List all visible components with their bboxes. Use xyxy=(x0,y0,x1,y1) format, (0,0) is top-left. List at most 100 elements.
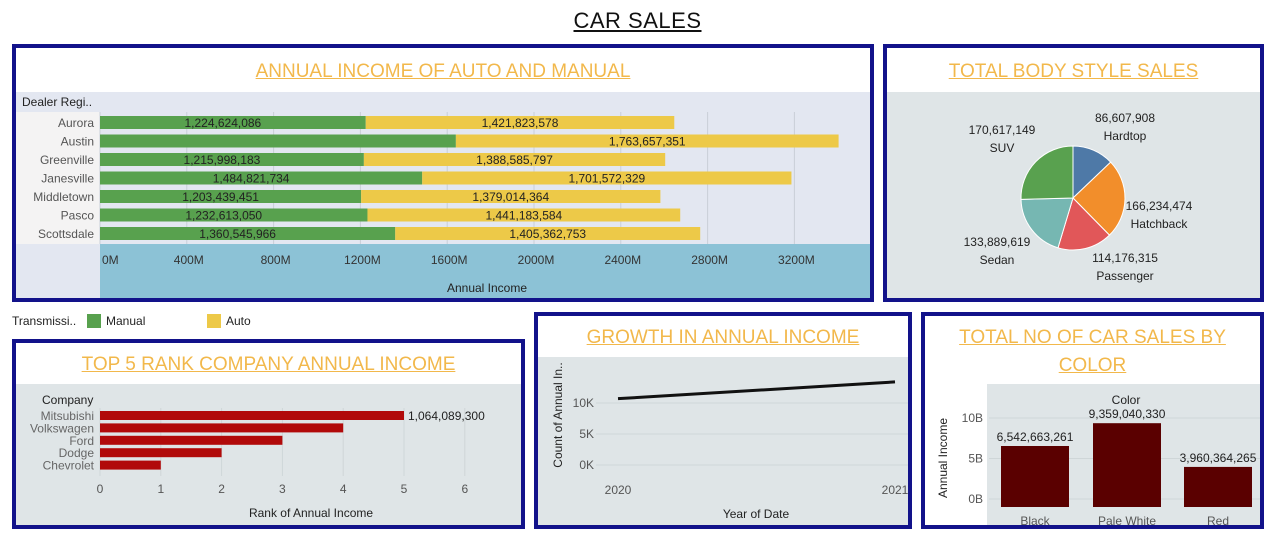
color-category-label: Pale White xyxy=(1098,514,1156,525)
income-category-label: Aurora xyxy=(58,116,94,130)
income-x-title: Annual Income xyxy=(447,281,527,295)
legend-item-auto: Auto xyxy=(226,314,251,328)
pie-name-label: Sedan xyxy=(980,253,1015,267)
income-data-label: 1,441,183,584 xyxy=(485,209,562,223)
growth-plot-bg xyxy=(538,357,908,525)
growth-line xyxy=(617,380,896,401)
color-panel-title-line2: COLOR xyxy=(1058,355,1127,376)
pie-name-label: Hardtop xyxy=(1104,129,1147,143)
income-row-header-bg xyxy=(16,112,100,244)
income-tick-label: 400M xyxy=(174,253,204,267)
color-panel-title-line1: TOTAL NO OF CAR SALES BY xyxy=(959,327,1226,348)
pie-name-label: Hatchback xyxy=(1131,217,1189,231)
legend-swatch-manual xyxy=(87,314,101,328)
legend-swatch-auto xyxy=(207,314,221,328)
color-top-header: Color xyxy=(1112,393,1141,407)
color-tick-label: 0B xyxy=(968,492,983,506)
income-data-label: 1,484,821,734 xyxy=(213,172,290,186)
income-bar-manual xyxy=(100,116,366,129)
top5-bar xyxy=(100,423,344,433)
top5-annotation: 1,064,089,300 xyxy=(408,409,485,423)
pie-slice-suv xyxy=(1020,145,1074,200)
income-tick-label: 0M xyxy=(102,253,119,267)
income-category-label: Middletown xyxy=(33,190,94,204)
income-category-label: Pasco xyxy=(61,209,95,223)
growth-tick-label: 5K xyxy=(579,427,594,441)
growth-x-label: 2021 xyxy=(882,483,908,497)
growth-tick-label: 0K xyxy=(579,458,594,472)
top5-category-label: Dodge xyxy=(59,446,95,460)
pie-value-label: 166,234,474 xyxy=(1126,199,1193,213)
body-style-panel-title: TOTAL BODY STYLE SALES xyxy=(948,61,1199,82)
pie-value-label: 170,617,149 xyxy=(969,123,1036,137)
top5-tick-label: 2 xyxy=(218,482,225,496)
dashboard-title: CAR SALES xyxy=(573,8,702,33)
income-bar-manual xyxy=(100,208,368,222)
color-axis-bg xyxy=(925,384,987,525)
top5-category-label: Volkswagen xyxy=(30,421,94,435)
color-data-label: 6,542,663,261 xyxy=(997,430,1074,444)
color-category-label: Black xyxy=(1020,514,1050,525)
income-bar-manual xyxy=(100,227,396,240)
income-bar-auto xyxy=(422,171,792,185)
income-bar-auto xyxy=(455,134,839,148)
income-data-label: 1,379,014,364 xyxy=(472,190,549,204)
income-bar-auto xyxy=(365,116,675,129)
income-bar-manual xyxy=(100,171,423,185)
pie-name-label: SUV xyxy=(990,141,1015,155)
growth-panel-title: GROWTH IN ANNUAL INCOME xyxy=(586,327,860,348)
top5-chart: Company01234567MitsubishiVolkswagenFordD… xyxy=(16,384,521,525)
income-data-label: 1,360,545,966 xyxy=(199,227,276,241)
income-axis-bg xyxy=(100,244,870,298)
income-bar-manual xyxy=(100,134,456,148)
color-bar xyxy=(1093,423,1161,507)
income-data-label: 1,763,657,351 xyxy=(609,135,686,149)
income-row-header: Dealer Regi.. xyxy=(22,95,92,109)
top5-row-header: Company xyxy=(42,393,93,407)
color-tick-label: 5B xyxy=(968,452,983,466)
top5-tick-label: 5 xyxy=(401,482,408,496)
color-y-title: Annual Income xyxy=(936,418,950,498)
top5-tick-label: 6 xyxy=(461,482,468,496)
body-style-panel: TOTAL BODY STYLE SALES 86,607,908 Hardtop… xyxy=(883,44,1264,302)
income-bar-auto xyxy=(367,208,681,222)
income-bar-manual xyxy=(100,153,364,166)
income-tick-label: 1200M xyxy=(344,253,381,267)
top5-panel: TOP 5 RANK COMPANY ANNUAL INCOME Company… xyxy=(12,339,525,529)
top5-x-title: Rank of Annual Income xyxy=(249,506,373,520)
top5-bar xyxy=(100,460,161,470)
income-tick-label: 2000M xyxy=(518,253,555,267)
pie-slice-hatchback xyxy=(1072,161,1126,236)
income-category-label: Austin xyxy=(61,135,94,149)
legend-label: Transmissi.. xyxy=(12,314,77,328)
income-bar-auto xyxy=(363,153,666,166)
pie-name-label: Passenger xyxy=(1096,269,1153,283)
income-data-label: 1,232,613,050 xyxy=(185,209,262,223)
income-bar-auto xyxy=(361,190,661,203)
color-bar xyxy=(1184,466,1252,507)
color-category-label: Red xyxy=(1207,514,1229,525)
top5-tick-label: 3 xyxy=(279,482,286,496)
income-category-label: Scottsdale xyxy=(38,227,94,241)
income-chart: Dealer Regi.. 0M 400M 800M 1200M 1600M 2000M 24… xyxy=(16,92,870,298)
top5-tick-label: 0 xyxy=(97,482,104,496)
income-data-label: 1,388,585,797 xyxy=(476,153,553,167)
income-data-label: 1,203,439,451 xyxy=(182,190,259,204)
legend-item-manual: Manual xyxy=(106,314,146,328)
growth-chart: 0K 5K 10K 2020 2021 Year of Date Count of Annu… xyxy=(538,357,908,525)
pie-slice-passenger xyxy=(1057,197,1111,251)
income-tick-label: 2800M xyxy=(691,253,728,267)
income-tick-label: 800M xyxy=(261,253,291,267)
color-data-label: 9,359,040,330 xyxy=(1089,407,1166,421)
color-chart: Color 0B 5B 10B 6,542,663,261 Black 9,359,040,… xyxy=(925,384,1260,525)
income-data-label: 1,421,823,578 xyxy=(482,116,559,130)
pie-value-label: 114,176,315 xyxy=(1092,251,1158,265)
pie-value-label: 133,889,619 xyxy=(964,235,1031,249)
income-tick-label: 2400M xyxy=(604,253,641,267)
income-panel-title: ANNUAL INCOME OF AUTO AND MANUAL xyxy=(255,61,631,82)
growth-x-title: Year of Date xyxy=(723,507,790,521)
income-tick-label: 3200M xyxy=(778,253,815,267)
top5-bar xyxy=(100,411,404,420)
income-data-label: 1,701,572,329 xyxy=(568,172,645,186)
color-data-label: 3,960,364,265 xyxy=(1180,451,1257,465)
